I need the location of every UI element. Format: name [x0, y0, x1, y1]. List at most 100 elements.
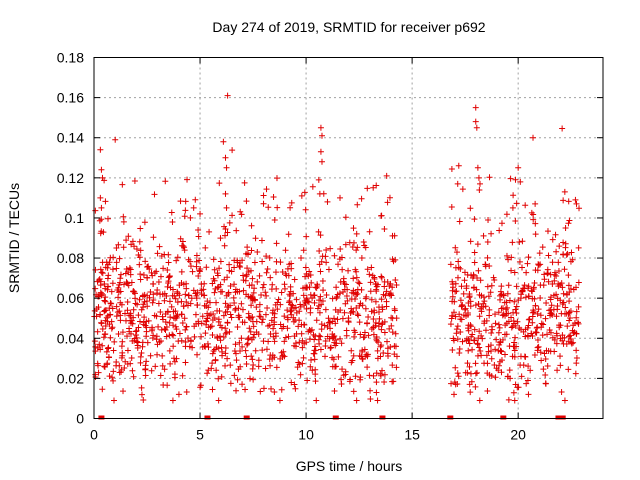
data-point [285, 333, 292, 340]
data-point [144, 274, 151, 281]
data-point [389, 378, 396, 385]
data-point [167, 284, 174, 291]
data-point [91, 307, 98, 314]
data-point [449, 278, 456, 285]
data-point [135, 312, 142, 319]
data-point [304, 377, 311, 384]
data-point [315, 228, 322, 235]
data-point [349, 357, 356, 364]
data-point [98, 216, 105, 223]
data-point [393, 281, 400, 288]
data-point [510, 309, 517, 316]
data-point [370, 324, 377, 331]
data-point [367, 279, 374, 286]
data-point [485, 216, 492, 223]
data-point [141, 298, 148, 305]
data-point [219, 288, 226, 295]
data-point [103, 348, 110, 355]
data-point [118, 343, 125, 350]
data-point [468, 333, 475, 340]
data-point [297, 371, 304, 378]
data-point [350, 388, 357, 395]
data-point [127, 310, 134, 317]
data-point [476, 186, 483, 193]
data-point [245, 335, 252, 342]
data-point [163, 292, 170, 299]
data-point [222, 350, 229, 357]
data-point [359, 347, 366, 354]
data-point [208, 323, 215, 330]
data-point [222, 232, 229, 239]
data-point [230, 294, 237, 301]
data-point [125, 233, 132, 240]
data-point [178, 311, 185, 318]
data-point [511, 298, 518, 305]
data-point [540, 321, 547, 328]
data-point [384, 338, 391, 345]
data-point [524, 332, 531, 339]
data-point [134, 339, 141, 346]
data-point [333, 284, 340, 291]
data-point [358, 195, 365, 202]
data-point [215, 345, 222, 352]
data-point [120, 213, 127, 220]
data-point [287, 283, 294, 290]
data-point [329, 363, 336, 370]
data-point [371, 274, 378, 281]
data-point [98, 319, 105, 326]
data-point [265, 204, 272, 211]
data-point [115, 330, 122, 337]
data-point [465, 347, 472, 354]
data-point [531, 351, 538, 358]
data-point [519, 238, 526, 245]
data-point [305, 299, 312, 306]
data-point [119, 329, 126, 336]
data-point [332, 306, 339, 313]
data-point [232, 306, 239, 313]
data-point [466, 340, 473, 347]
data-point [267, 362, 274, 369]
data-point [573, 308, 580, 315]
data-point [99, 174, 106, 181]
data-point [222, 154, 229, 161]
data-point [231, 347, 238, 354]
data-point [530, 134, 537, 141]
data-point [166, 273, 173, 280]
data-point [553, 340, 560, 347]
data-point [274, 204, 281, 211]
data-point [447, 321, 454, 328]
data-point [560, 197, 567, 204]
data-point [321, 322, 328, 329]
data-point [254, 249, 261, 256]
data-point [116, 255, 123, 262]
data-point [542, 380, 549, 387]
data-point [381, 379, 388, 385]
data-point [542, 355, 549, 362]
data-point [102, 294, 109, 301]
data-point [535, 261, 542, 268]
data-point [248, 353, 255, 360]
data-point [498, 283, 505, 290]
y-tick-label: 0.16 [57, 90, 84, 106]
data-point [156, 243, 163, 250]
data-point [512, 176, 519, 183]
data-point [247, 375, 254, 382]
data-point [476, 328, 483, 335]
data-point [215, 397, 222, 404]
data-point [101, 363, 108, 370]
data-point [124, 360, 131, 367]
data-point [318, 301, 325, 308]
data-point [310, 331, 317, 338]
data-point [305, 328, 312, 335]
data-point [464, 369, 471, 376]
data-point [273, 258, 280, 265]
data-point [182, 198, 189, 205]
data-point [142, 372, 149, 379]
data-point [355, 312, 362, 319]
data-point [229, 212, 236, 219]
data-point [159, 316, 166, 323]
data-point [360, 238, 367, 245]
y-tick-label: 0 [76, 411, 84, 427]
data-point [387, 343, 394, 350]
data-point [204, 298, 211, 305]
